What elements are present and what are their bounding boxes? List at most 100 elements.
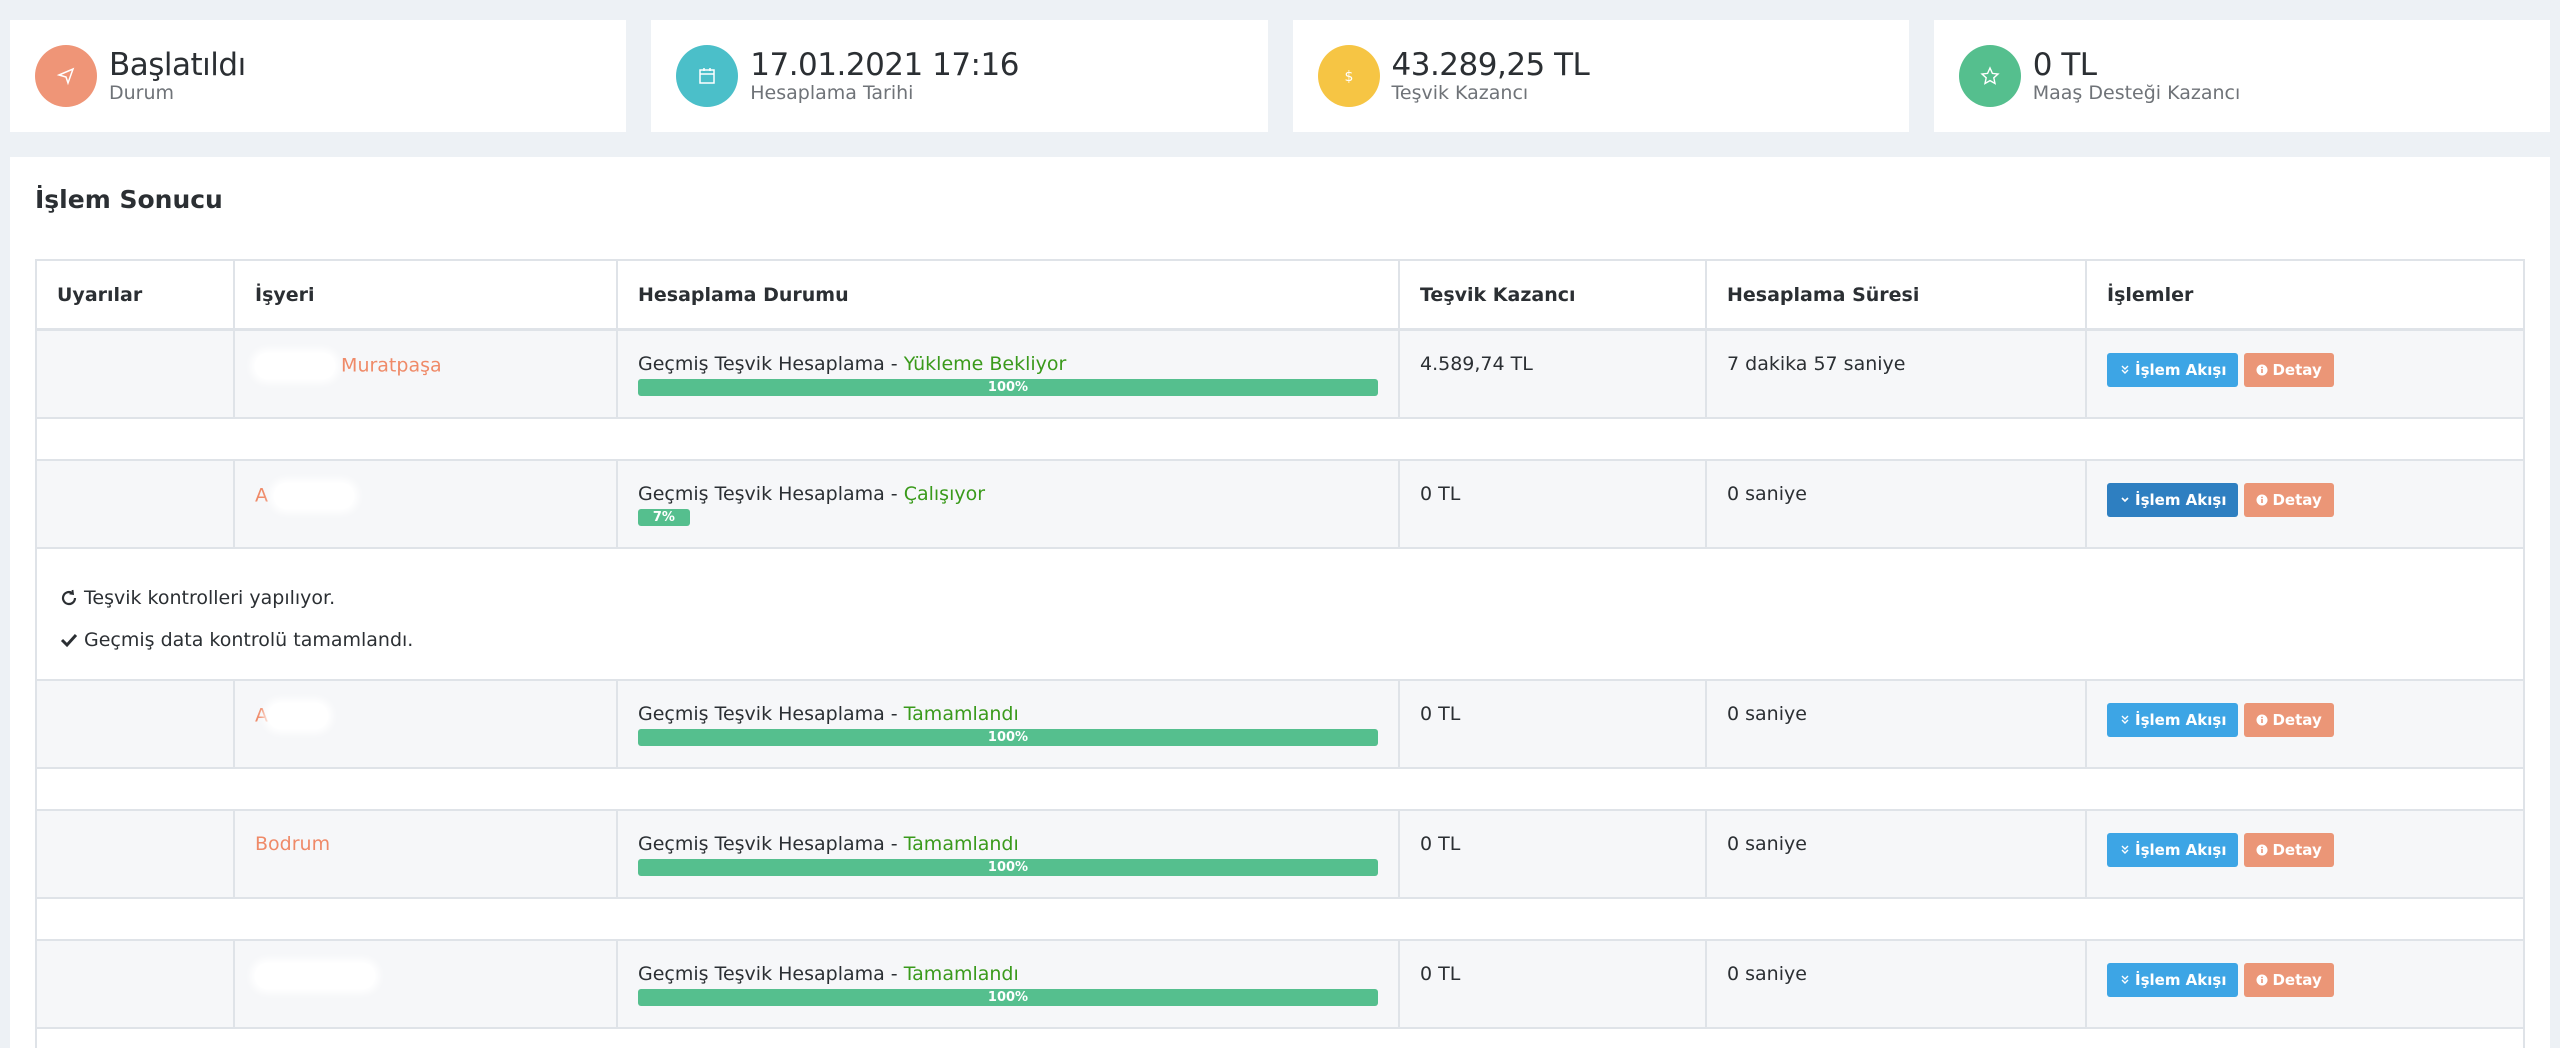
info-icon xyxy=(2256,844,2268,856)
actions-cell: İşlem Akışı Detay xyxy=(2087,681,2523,767)
process-flow-button[interactable]: İşlem Akışı xyxy=(2107,833,2239,867)
status-text: Geçmiş Teşvik Hesaplama - Tamamlandı xyxy=(638,963,1019,985)
stat-card-date: 17.01.2021 17:16 Hesaplama Tarihi xyxy=(651,20,1268,132)
stat-value: Başlatıldı xyxy=(109,47,246,83)
redacted-mask xyxy=(255,353,335,379)
warnings-cell xyxy=(37,331,235,417)
chevron-down-icon xyxy=(2121,497,2129,503)
progress-fill: 100% xyxy=(638,859,1378,876)
workplace-cell: A xyxy=(235,681,618,767)
row-spacer xyxy=(37,899,2523,941)
log-line: Geçmiş data kontrolü tamamlandı. xyxy=(59,619,2523,661)
stat-cards: Başlatıldı Durum 17.01.2021 17:16 Hesapl… xyxy=(10,20,2550,132)
workplace-cell: Muratpaşa xyxy=(235,331,618,417)
progress-fill: 100% xyxy=(638,379,1378,396)
status-cell: Geçmiş Teşvik Hesaplama - Çalışıyor 7% xyxy=(618,461,1400,547)
row-spacer xyxy=(37,1029,2523,1048)
status-cell: Geçmiş Teşvik Hesaplama - Yükleme Bekliy… xyxy=(618,331,1400,417)
result-table: Uyarılar İşyeri Hesaplama Durumu Teşvik … xyxy=(35,259,2525,1048)
status-text: Geçmiş Teşvik Hesaplama - Yükleme Bekliy… xyxy=(638,353,1067,375)
workplace-link[interactable]: Bodrum xyxy=(255,833,331,855)
workplace-link[interactable]: A xyxy=(255,484,268,507)
process-log: Teşvik kontrolleri yapılıyor. Geçmiş dat… xyxy=(37,549,2523,681)
stat-value: 17.01.2021 17:16 xyxy=(750,47,1019,83)
actions-cell: İşlem Akışı Detay xyxy=(2087,331,2523,417)
duration-cell: 0 saniye xyxy=(1707,681,2087,767)
status-value: Yükleme Bekliyor xyxy=(903,353,1067,375)
log-line: Teşvik kontrolleri yapılıyor. xyxy=(59,577,2523,619)
actions-cell: İşlem Akışı Detay xyxy=(2087,461,2523,547)
detail-button[interactable]: Detay xyxy=(2244,833,2334,867)
row-spacer xyxy=(37,769,2523,811)
status-text: Geçmiş Teşvik Hesaplama - Tamamlandı xyxy=(638,703,1019,725)
chevron-double-down-icon xyxy=(2121,365,2129,374)
earning-cell: 4.589,74 TL xyxy=(1400,331,1707,417)
table-row: Bodrum Geçmiş Teşvik Hesaplama - Tamamla… xyxy=(37,811,2523,899)
progress-bar: 100% xyxy=(638,729,1378,746)
duration-cell: 0 saniye xyxy=(1707,941,2087,1027)
header-earning: Teşvik Kazancı xyxy=(1400,261,1707,328)
status-cell: Geçmiş Teşvik Hesaplama - Tamamlandı 100… xyxy=(618,811,1400,897)
status-value: Tamamlandı xyxy=(903,703,1019,725)
stat-label: Hesaplama Tarihi xyxy=(750,82,914,104)
duration-cell: 0 saniye xyxy=(1707,811,2087,897)
status-value: Tamamlandı xyxy=(903,833,1019,855)
header-actions: İşlemler xyxy=(2107,283,2194,306)
header-status: Hesaplama Durumu xyxy=(618,261,1400,328)
progress-bar: 100% xyxy=(638,379,1378,396)
info-icon xyxy=(2256,364,2268,376)
warnings-cell xyxy=(37,461,235,547)
stat-label: Teşvik Kazancı xyxy=(1391,82,1529,104)
workplace-cell xyxy=(235,941,618,1027)
warnings-cell xyxy=(37,941,235,1027)
process-flow-button[interactable]: İşlem Akışı xyxy=(2107,483,2239,517)
star-icon xyxy=(1958,45,2021,107)
actions-cell: İşlem Akışı Detay xyxy=(2087,941,2523,1027)
stat-label: Maaş Desteği Kazancı xyxy=(2032,82,2241,104)
stat-label: Durum xyxy=(109,82,175,104)
workplace-cell: Bodrum xyxy=(235,811,618,897)
check-icon xyxy=(60,633,78,648)
detail-button[interactable]: Detay xyxy=(2244,963,2334,997)
actions-cell: İşlem Akışı Detay xyxy=(2087,811,2523,897)
stat-value: 43.289,25 TL xyxy=(1391,47,1590,83)
progress-bar: 100% xyxy=(638,989,1378,1006)
redacted-mask xyxy=(274,483,355,509)
chevron-double-down-icon xyxy=(2121,715,2129,724)
progress-fill: 100% xyxy=(638,729,1378,746)
table-row: A Geçmiş Teşvik Hesaplama - Tamamlandı 1… xyxy=(37,681,2523,769)
process-flow-button[interactable]: İşlem Akışı xyxy=(2107,703,2239,737)
workplace-link[interactable]: A xyxy=(255,704,268,727)
progress-bar: 7% xyxy=(638,509,1378,526)
status-value: Çalışıyor xyxy=(903,483,986,505)
status-value: Tamamlandı xyxy=(903,963,1019,985)
earning-cell: 0 TL xyxy=(1400,461,1707,547)
send-icon xyxy=(35,45,97,107)
info-icon xyxy=(2256,494,2268,506)
detail-button[interactable]: Detay xyxy=(2244,703,2334,737)
dollar-icon: $ xyxy=(1317,45,1380,107)
duration-cell: 7 dakika 57 saniye xyxy=(1707,331,2087,417)
stat-card-status: Başlatıldı Durum xyxy=(10,20,627,132)
earning-cell: 0 TL xyxy=(1400,811,1707,897)
detail-button[interactable]: Detay xyxy=(2244,483,2334,517)
progress-fill: 100% xyxy=(638,989,1378,1006)
info-icon xyxy=(2256,714,2268,726)
process-flow-button[interactable]: İşlem Akışı xyxy=(2107,353,2239,387)
redacted-mask xyxy=(268,703,329,729)
info-icon xyxy=(2256,974,2268,986)
chevron-double-down-icon xyxy=(2121,975,2129,984)
chevron-double-down-icon xyxy=(2121,845,2129,854)
spinner-icon xyxy=(61,589,77,606)
process-flow-button[interactable]: İşlem Akışı xyxy=(2107,963,2239,997)
earning-cell: 0 TL xyxy=(1400,681,1707,767)
svg-text:$: $ xyxy=(1344,69,1353,85)
row-spacer xyxy=(37,419,2523,461)
workplace-link[interactable]: Muratpaşa xyxy=(341,354,442,377)
stat-card-salary: 0 TL Maaş Desteği Kazancı xyxy=(1933,20,2550,132)
detail-button[interactable]: Detay xyxy=(2244,353,2334,387)
stat-card-incentive: $ 43.289,25 TL Teşvik Kazancı xyxy=(1292,20,1909,132)
header-workplace: İşyeri xyxy=(235,261,618,328)
duration-cell: 0 saniye xyxy=(1707,461,2087,547)
header-duration: Hesaplama Süresi xyxy=(1707,261,2087,328)
